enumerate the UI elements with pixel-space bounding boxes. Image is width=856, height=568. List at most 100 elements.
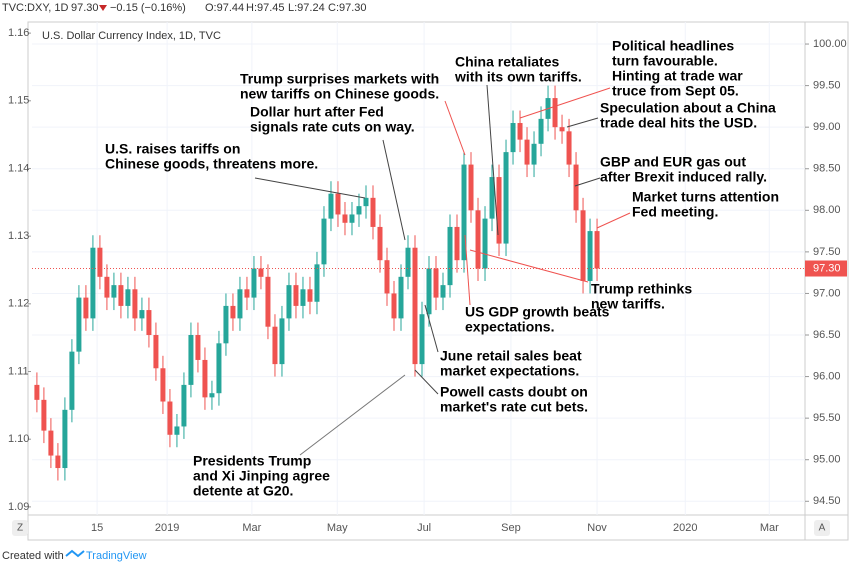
candle-body bbox=[377, 226, 383, 261]
candle-body bbox=[363, 197, 369, 207]
zoom-button-label[interactable]: Z bbox=[17, 523, 23, 534]
candle-body bbox=[300, 289, 306, 306]
candle-body bbox=[181, 384, 187, 427]
annotation-text: and Xi Jinping agree bbox=[193, 468, 330, 484]
header-change: −0.15 (−0.16%) bbox=[110, 2, 186, 14]
y2-tick-label: 1.10 bbox=[8, 433, 29, 445]
candle-body bbox=[83, 297, 89, 319]
candle-body bbox=[279, 318, 285, 365]
candle-body bbox=[41, 399, 47, 431]
candle-body bbox=[489, 177, 495, 219]
zoom-button[interactable] bbox=[12, 520, 28, 536]
annotation-text: detente at G20. bbox=[193, 483, 293, 499]
y2-tick-label: 1.11 bbox=[8, 365, 29, 377]
candle-body bbox=[202, 359, 208, 398]
candle-body bbox=[468, 164, 474, 211]
x-tick-label: Mar bbox=[242, 522, 261, 534]
y2-tick-label: 1.16 bbox=[8, 27, 29, 39]
y-tick-label: 98.00 bbox=[813, 204, 841, 216]
annotation-text: after Brexit induced rally. bbox=[600, 169, 767, 185]
auto-button-label[interactable]: A bbox=[819, 523, 826, 534]
y-tick-label: 95.50 bbox=[813, 412, 841, 424]
annotation-text: Powell casts doubt on bbox=[440, 384, 588, 400]
annotation-text: Trump rethinks bbox=[591, 281, 692, 297]
candle-body bbox=[573, 164, 579, 211]
candle-body bbox=[559, 127, 565, 132]
annotation-text: new tariffs. bbox=[591, 296, 665, 312]
annotation-text: GBP and EUR gas out bbox=[600, 154, 746, 170]
candle-body bbox=[237, 289, 243, 319]
candle-body bbox=[195, 335, 201, 360]
candle-body bbox=[188, 335, 194, 385]
candle-body bbox=[258, 268, 264, 277]
annotation-text: market expectations. bbox=[440, 363, 579, 379]
annotation-leader bbox=[254, 177, 366, 199]
candle-body bbox=[461, 164, 467, 261]
y-tick-label: 96.50 bbox=[813, 329, 841, 341]
annotation-text: Chinese goods, threatens more. bbox=[105, 156, 318, 172]
candle-body bbox=[62, 409, 68, 469]
candle-body bbox=[160, 368, 166, 402]
candle-body bbox=[594, 231, 600, 269]
candle-body bbox=[510, 123, 516, 153]
annotation-leader bbox=[382, 139, 406, 241]
candle-body bbox=[496, 177, 502, 244]
annotation-leader bbox=[414, 369, 439, 395]
y2-tick-label: 1.12 bbox=[8, 298, 29, 310]
candle-body bbox=[174, 426, 180, 435]
annotation-text: U.S. raises tariffs on bbox=[105, 141, 240, 157]
header-symbol: TVC:DXY, 1D bbox=[2, 2, 68, 14]
annotation-text: truce from Sept 05. bbox=[612, 83, 739, 99]
annotation-text: Trump surprises markets with bbox=[240, 71, 439, 87]
candle-body bbox=[153, 335, 159, 369]
candle-body bbox=[118, 285, 124, 306]
annotation-text: turn favourable. bbox=[612, 53, 718, 69]
candle-body bbox=[335, 193, 341, 215]
x-tick-label: 2020 bbox=[673, 522, 697, 534]
y-tick-label: 98.50 bbox=[813, 163, 841, 175]
x-tick-label: May bbox=[327, 522, 348, 534]
candle-body bbox=[223, 305, 229, 344]
header-last: 97.30 bbox=[71, 2, 99, 14]
candle-body bbox=[419, 314, 425, 365]
header-close: C:97.30 bbox=[328, 2, 367, 14]
annotation-leader bbox=[424, 304, 439, 353]
y-tick-label: 97.00 bbox=[813, 287, 841, 299]
annotation-text: China retaliates bbox=[455, 54, 559, 70]
candle-body bbox=[426, 268, 432, 315]
candle-body bbox=[76, 297, 82, 352]
candle-body bbox=[384, 260, 390, 294]
candle-body bbox=[139, 310, 145, 319]
header-high: H:97.45 bbox=[246, 2, 285, 14]
annotation-leader bbox=[464, 234, 471, 306]
candle-body bbox=[307, 289, 313, 302]
candle-body bbox=[125, 289, 131, 306]
candle-body bbox=[349, 214, 355, 223]
candle-body bbox=[167, 401, 173, 435]
auto-button[interactable] bbox=[814, 520, 830, 536]
chart-title: U.S. Dollar Currency Index, 1D, TVC bbox=[42, 30, 221, 42]
candle-body bbox=[587, 231, 593, 281]
candle-body bbox=[433, 268, 439, 298]
annotation-leader bbox=[519, 87, 611, 119]
annotation-text: with its own tariffs. bbox=[454, 69, 582, 85]
annotation-text: US GDP growth beats bbox=[465, 304, 610, 320]
candle-body bbox=[370, 197, 376, 227]
candle-body bbox=[251, 268, 257, 298]
candle-body bbox=[55, 455, 61, 469]
y-tick-label: 95.00 bbox=[813, 454, 841, 466]
annotation-text: new tariffs on Chinese goods. bbox=[240, 86, 439, 102]
x-tick-label: Sep bbox=[501, 522, 521, 534]
candle-body bbox=[321, 218, 327, 265]
candle-body bbox=[216, 343, 222, 394]
annotation-leader bbox=[299, 374, 406, 456]
candle-body bbox=[104, 276, 110, 298]
annotation-text: Hinting at trade war bbox=[612, 68, 743, 84]
footer-created: Created with bbox=[2, 550, 64, 562]
candle-body bbox=[538, 118, 544, 144]
annotation-leader bbox=[596, 212, 631, 229]
candle-body bbox=[398, 276, 404, 319]
footer-brand: TradingView bbox=[86, 550, 147, 562]
